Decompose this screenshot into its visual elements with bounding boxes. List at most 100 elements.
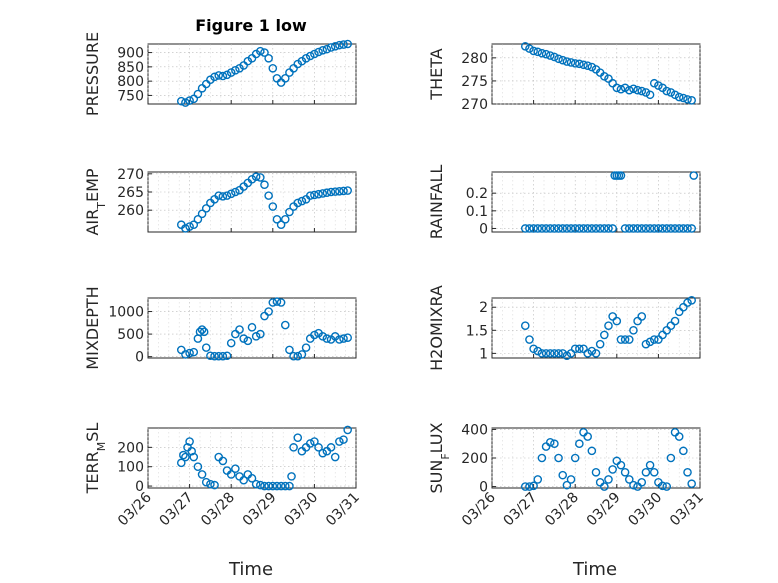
data-point xyxy=(264,481,273,491)
data-point xyxy=(566,58,576,67)
data-point xyxy=(629,84,638,94)
data-point xyxy=(550,439,559,449)
data-point xyxy=(616,84,626,94)
data-point xyxy=(256,480,265,490)
data-point xyxy=(550,52,559,62)
data-point xyxy=(637,477,647,487)
data-point xyxy=(529,344,538,354)
data-point xyxy=(604,224,613,233)
y-tick-label: 1000 xyxy=(108,305,144,321)
subplot-7: 0 100 200 TERRMSL 03/26 03/27 03/28 03/29 03/30 0… xyxy=(83,423,363,530)
data-point xyxy=(579,224,588,233)
data-point xyxy=(541,224,551,233)
data-point xyxy=(181,98,190,107)
data-point xyxy=(666,224,676,233)
data-point xyxy=(529,481,538,491)
data-point xyxy=(529,46,538,56)
x-axis-label-left: Time xyxy=(228,559,273,580)
data-point xyxy=(554,349,563,358)
data-point xyxy=(645,460,655,470)
y-tick-label: 100 xyxy=(117,460,144,476)
data-point xyxy=(575,224,584,233)
y-tick-label: 0.2 xyxy=(466,186,488,202)
data-point xyxy=(583,432,592,441)
data-point xyxy=(679,224,688,233)
y-tick-label: 265 xyxy=(117,185,144,201)
data-point xyxy=(314,47,323,57)
data-point xyxy=(683,467,692,477)
data-point xyxy=(330,187,340,196)
data-point xyxy=(179,450,188,460)
data-point xyxy=(662,482,672,491)
data-point xyxy=(525,224,534,233)
data-point xyxy=(189,452,199,462)
axes-box xyxy=(491,171,701,233)
data-point xyxy=(641,224,651,233)
data-point xyxy=(218,351,228,361)
data-point xyxy=(330,41,340,51)
data-point xyxy=(181,224,190,233)
y-tick-label: 200 xyxy=(461,451,488,467)
data-point xyxy=(612,316,622,326)
data-point xyxy=(641,339,651,349)
data-point xyxy=(231,187,240,197)
data-point xyxy=(666,453,676,463)
data-point xyxy=(620,224,630,233)
data-point xyxy=(579,60,588,70)
data-point xyxy=(520,224,530,233)
data-point xyxy=(545,437,555,447)
data-point xyxy=(649,467,659,477)
data-point xyxy=(197,325,207,334)
data-point xyxy=(679,93,688,103)
data-point xyxy=(293,198,303,208)
data-point xyxy=(222,70,232,80)
y-tick-label: 2 xyxy=(479,300,488,316)
data-point xyxy=(608,224,617,233)
x-tick-label: 03/26 xyxy=(115,489,155,529)
data-point xyxy=(600,224,609,233)
data-point xyxy=(231,464,240,473)
data-point xyxy=(189,347,199,357)
data-point xyxy=(301,343,311,352)
data-point xyxy=(633,85,642,95)
subplot-3: 260 265 270 AIRTEMP xyxy=(83,167,357,236)
data-point xyxy=(280,481,290,491)
data-point xyxy=(654,224,663,233)
data-point xyxy=(616,335,626,344)
data-point xyxy=(318,189,328,198)
data-point xyxy=(239,334,248,343)
data-point xyxy=(600,330,609,340)
data-point xyxy=(264,53,273,63)
data-point xyxy=(537,349,547,358)
x-tick-label: 03/30 xyxy=(625,490,665,530)
data-point xyxy=(297,350,307,359)
data-point xyxy=(185,96,194,105)
data-point xyxy=(193,214,203,224)
data-point xyxy=(608,465,617,474)
data-point xyxy=(218,192,228,201)
data-point xyxy=(260,48,269,57)
y-tick-label: 850 xyxy=(117,60,144,76)
y-tick-label: 0 xyxy=(135,350,144,366)
data-point xyxy=(243,336,253,346)
data-point xyxy=(658,481,667,491)
data-point xyxy=(251,172,261,182)
data-point xyxy=(195,327,205,337)
data-point xyxy=(637,224,647,233)
data-point xyxy=(687,96,696,105)
data-point xyxy=(343,39,352,49)
data-point xyxy=(541,349,551,358)
data-point xyxy=(566,224,576,233)
data-point xyxy=(575,344,584,354)
data-point xyxy=(583,61,592,70)
data-point xyxy=(256,173,265,182)
data-point xyxy=(197,209,207,219)
y-tick-label: 260 xyxy=(117,203,144,219)
data-point xyxy=(272,297,282,306)
subplot-2: 270 275 280 THETA xyxy=(427,42,701,113)
y-axis-label: RAINFALL xyxy=(427,165,446,240)
data-point xyxy=(550,224,559,233)
data-point xyxy=(670,316,680,326)
data-point xyxy=(624,475,634,484)
data-point xyxy=(318,448,328,458)
